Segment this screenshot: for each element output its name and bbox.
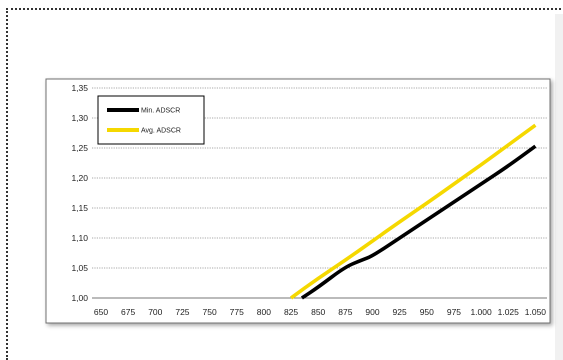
x-tick-label: 975: [447, 307, 461, 317]
axes: 1,00 1,05 1,10 1,15 1,20 1,25 1,30 1,35 650 675 70…: [71, 83, 547, 317]
x-tick-label: 875: [338, 307, 352, 317]
x-tick-label: 850: [311, 307, 325, 317]
x-tick-label: 1.000: [470, 307, 492, 317]
x-tick-label: 750: [203, 307, 217, 317]
dotted-frame: [6, 8, 561, 360]
legend-label-avg-adscr: Avg. ADSCR: [141, 128, 181, 135]
x-tick-label: 1.025: [498, 307, 520, 317]
x-tick-label: 650: [94, 307, 108, 317]
series-lines: [289, 123, 538, 300]
legend: Min. ADSCR Avg. ADSCR: [97, 95, 205, 145]
x-tick-label: 700: [148, 307, 162, 317]
y-tick-label: 1,20: [71, 173, 88, 183]
x-tick-label: 825: [284, 307, 298, 317]
x-tick-label: 950: [420, 307, 434, 317]
x-tick-label: 725: [175, 307, 189, 317]
y-tick-label: 1,15: [71, 203, 88, 213]
y-tick-label: 1,10: [71, 233, 88, 243]
x-tick-label: 900: [365, 307, 379, 317]
series-line-avg-adscr: [289, 123, 538, 300]
y-tick-label: 1,30: [71, 113, 88, 123]
series-line-min-adscr: [300, 144, 538, 300]
legend-box: [97, 95, 205, 145]
y-tick-label: 1,35: [71, 83, 88, 93]
x-tick-label: 775: [230, 307, 244, 317]
legend-label-min-adscr: Min. ADSCR: [141, 108, 180, 115]
x-tick-label: 800: [257, 307, 271, 317]
side-strip: [555, 14, 563, 360]
y-tick-label: 1,05: [71, 263, 88, 273]
y-tick-label: 1,25: [71, 143, 88, 153]
x-tick-label: 925: [393, 307, 407, 317]
x-tick-label: 1.050: [525, 307, 547, 317]
x-tick-label: 675: [121, 307, 135, 317]
y-tick-label: 1,00: [71, 293, 88, 303]
